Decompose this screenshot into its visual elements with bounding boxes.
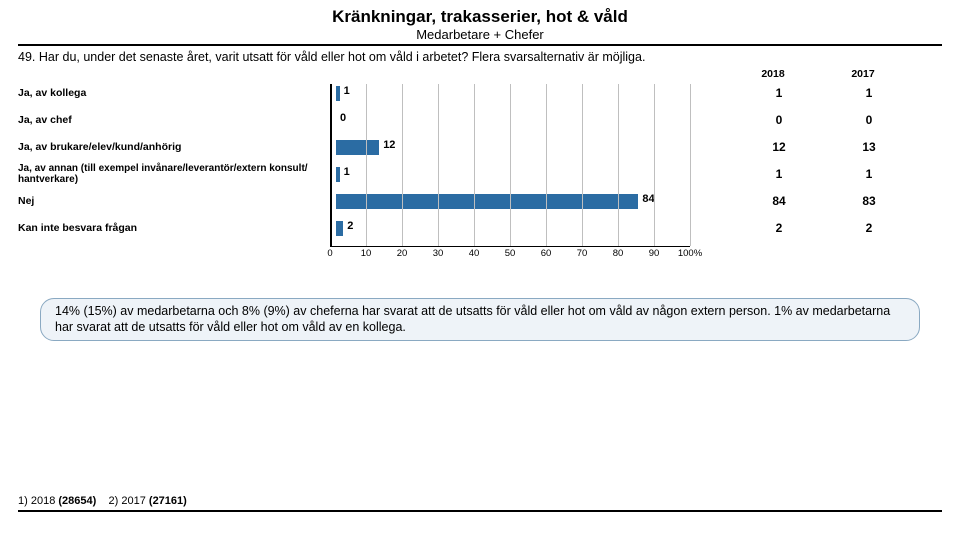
report-page: Kränkningar, trakasserier, hot & våld Me… — [0, 0, 960, 540]
x-axis-frame — [18, 242, 942, 260]
value-2017: 83 — [824, 194, 914, 208]
value-2018: 84 — [734, 194, 824, 208]
year-col-2017: 2017 — [818, 68, 908, 80]
table-row: Ja, av annan (till exempel invånare/leve… — [18, 161, 942, 188]
chart-cell: 0 — [334, 107, 714, 134]
bar — [336, 221, 343, 236]
table-row: Ja, av brukare/elev/kund/anhörig121213 — [18, 134, 942, 161]
value-2018: 0 — [734, 113, 824, 127]
year-col-2018: 2018 — [728, 68, 818, 80]
row-label: Ja, av kollega — [18, 88, 334, 100]
value-2017: 1 — [824, 167, 914, 181]
table-row: Nej848483 — [18, 188, 942, 215]
chart-cell: 1 — [334, 161, 714, 188]
page-title: Kränkningar, trakasserier, hot & våld — [18, 8, 942, 27]
question-number: 49. — [18, 50, 35, 64]
bar — [336, 86, 340, 101]
question-text: 49. Har du, under det senaste året, vari… — [18, 50, 942, 66]
bar-value-label: 12 — [383, 139, 395, 151]
chart-cell: 2 — [334, 215, 714, 242]
table-row: Kan inte besvara frågan222 — [18, 215, 942, 242]
footnote-2-value: (27161) — [149, 495, 187, 507]
bar-value-label: 1 — [344, 166, 350, 178]
bar-value-label: 0 — [340, 112, 346, 124]
value-2017: 0 — [824, 113, 914, 127]
value-2017: 2 — [824, 221, 914, 235]
value-2018: 2 — [734, 221, 824, 235]
table-row: Ja, av kollega111 — [18, 80, 942, 107]
footnote-1-value: (28654) — [58, 495, 96, 507]
footnote-2-label: 2) 2017 — [109, 495, 146, 507]
bar-value-label: 2 — [347, 220, 353, 232]
footer: 1) 2018 (28654) 2) 2017 (27161) — [18, 495, 942, 512]
page-subtitle: Medarbetare + Chefer — [18, 27, 942, 43]
value-2018: 1 — [734, 167, 824, 181]
value-2018: 12 — [734, 140, 824, 154]
bar-value-label: 84 — [642, 193, 654, 205]
row-label: Ja, av brukare/elev/kund/anhörig — [18, 142, 334, 154]
rows-container: Ja, av kollega111Ja, av chef000Ja, av br… — [18, 80, 942, 242]
row-label: Nej — [18, 196, 334, 208]
footnote-1-label: 1) 2018 — [18, 495, 55, 507]
question-body: Har du, under det senaste året, varit ut… — [39, 50, 646, 64]
bar — [336, 194, 638, 209]
row-label: Ja, av chef — [18, 115, 334, 127]
chart-cell: 12 — [334, 134, 714, 161]
divider-top — [18, 44, 942, 46]
summary-text: 14% (15%) av medarbetarna och 8% (9%) av… — [55, 304, 890, 334]
summary-box: 14% (15%) av medarbetarna och 8% (9%) av… — [40, 298, 920, 342]
chart-cell: 84 — [334, 188, 714, 215]
bar-value-label: 1 — [344, 85, 350, 97]
value-2018: 1 — [734, 86, 824, 100]
year-header-row: 2018 2017 — [18, 68, 942, 80]
value-2017: 1 — [824, 86, 914, 100]
bar — [336, 140, 379, 155]
data-grid: 2018 2017 Ja, av kollega111Ja, av chef00… — [18, 68, 942, 260]
row-label: Ja, av annan (till exempel invånare/leve… — [18, 163, 334, 185]
table-row: Ja, av chef000 — [18, 107, 942, 134]
row-label: Kan inte besvara frågan — [18, 223, 334, 235]
value-2017: 13 — [824, 140, 914, 154]
divider-bottom — [18, 510, 942, 512]
chart-cell: 1 — [334, 80, 714, 107]
bar — [336, 167, 340, 182]
